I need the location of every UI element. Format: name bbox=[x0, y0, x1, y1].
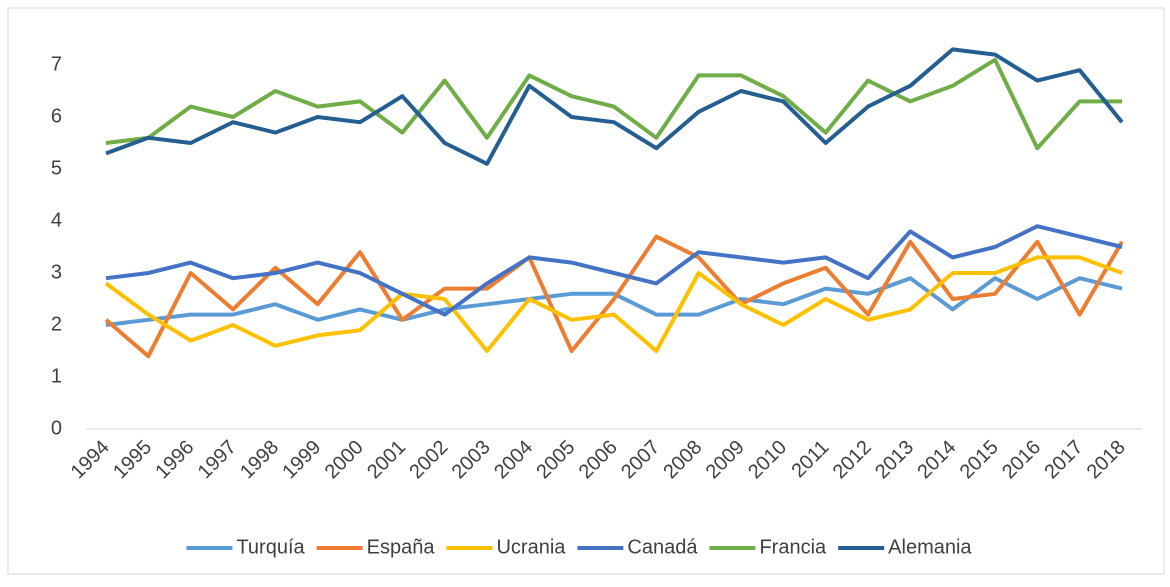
legend-label: Francia bbox=[759, 536, 827, 558]
series-line bbox=[104, 255, 1123, 353]
series-line bbox=[105, 47, 1124, 166]
legend-label: España bbox=[367, 536, 436, 558]
chart-border bbox=[7, 7, 1165, 575]
series-line bbox=[105, 276, 1123, 327]
legend-label: Ucrania bbox=[496, 536, 566, 558]
series-line bbox=[104, 234, 1124, 359]
y-tick-label: 7 bbox=[51, 53, 62, 75]
series-line bbox=[105, 57, 1122, 151]
y-tick-label: 3 bbox=[51, 261, 62, 283]
y-tick-label: 1 bbox=[51, 365, 62, 387]
y-tick-label: 0 bbox=[51, 417, 62, 439]
legend-label: Canadá bbox=[627, 536, 698, 558]
y-tick-label: 4 bbox=[51, 209, 62, 231]
y-tick-label: 5 bbox=[51, 157, 62, 179]
series-line bbox=[105, 224, 1123, 317]
legend-label: Alemania bbox=[888, 536, 972, 558]
legend-label: Turquía bbox=[236, 536, 305, 558]
y-tick-label: 6 bbox=[51, 105, 62, 127]
y-tick-label: 2 bbox=[51, 313, 62, 335]
